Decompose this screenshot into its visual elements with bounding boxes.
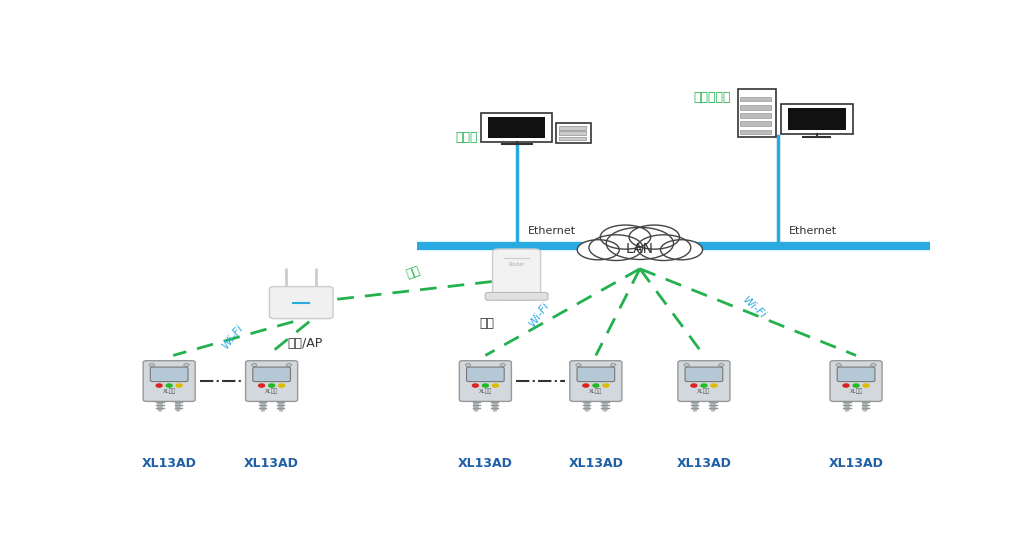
FancyBboxPatch shape xyxy=(559,131,586,135)
FancyBboxPatch shape xyxy=(740,105,772,110)
Circle shape xyxy=(465,363,471,366)
Text: XL13AD: XL13AD xyxy=(828,457,883,470)
FancyBboxPatch shape xyxy=(577,367,615,382)
Circle shape xyxy=(286,363,291,366)
Text: XL13AD: XL13AD xyxy=(142,457,196,470)
Circle shape xyxy=(871,363,876,366)
Text: XL传力: XL传力 xyxy=(478,389,492,394)
FancyBboxPatch shape xyxy=(481,113,553,142)
Circle shape xyxy=(177,384,182,387)
Circle shape xyxy=(493,384,498,387)
FancyBboxPatch shape xyxy=(246,361,298,401)
FancyBboxPatch shape xyxy=(740,121,772,126)
Text: Ethernet: Ethernet xyxy=(789,226,837,236)
Circle shape xyxy=(711,384,717,387)
Circle shape xyxy=(500,363,505,366)
Text: XL传力: XL传力 xyxy=(849,389,863,394)
FancyBboxPatch shape xyxy=(467,367,504,382)
FancyBboxPatch shape xyxy=(740,97,772,102)
Circle shape xyxy=(701,384,707,387)
FancyBboxPatch shape xyxy=(678,361,730,401)
Circle shape xyxy=(843,384,849,387)
Circle shape xyxy=(472,384,478,387)
Text: 网桥: 网桥 xyxy=(479,317,494,330)
FancyBboxPatch shape xyxy=(788,108,846,130)
Text: XL传力: XL传力 xyxy=(265,389,278,394)
Text: Ethernet: Ethernet xyxy=(528,226,576,236)
Text: XL传力: XL传力 xyxy=(589,389,602,394)
Circle shape xyxy=(603,384,608,387)
Circle shape xyxy=(719,363,724,366)
FancyBboxPatch shape xyxy=(460,361,511,401)
Text: XL传力: XL传力 xyxy=(162,389,176,394)
FancyBboxPatch shape xyxy=(270,287,333,318)
Circle shape xyxy=(836,363,842,366)
Circle shape xyxy=(269,384,275,387)
Ellipse shape xyxy=(577,240,619,260)
FancyBboxPatch shape xyxy=(781,104,853,135)
FancyBboxPatch shape xyxy=(144,361,195,401)
FancyBboxPatch shape xyxy=(556,123,591,143)
Circle shape xyxy=(691,384,697,387)
Text: Wi-Fi: Wi-Fi xyxy=(528,300,552,328)
FancyBboxPatch shape xyxy=(493,249,540,300)
FancyBboxPatch shape xyxy=(486,293,547,300)
Text: Wi-Fi: Wi-Fi xyxy=(221,322,246,350)
Ellipse shape xyxy=(589,235,643,261)
Circle shape xyxy=(149,363,155,366)
Circle shape xyxy=(575,363,582,366)
Ellipse shape xyxy=(660,240,702,260)
FancyBboxPatch shape xyxy=(837,367,875,382)
Circle shape xyxy=(166,384,173,387)
Circle shape xyxy=(184,363,189,366)
Circle shape xyxy=(864,384,869,387)
FancyBboxPatch shape xyxy=(559,137,586,141)
Ellipse shape xyxy=(606,227,674,260)
Text: Router: Router xyxy=(508,262,525,267)
FancyBboxPatch shape xyxy=(151,367,188,382)
Circle shape xyxy=(156,384,162,387)
Circle shape xyxy=(684,363,689,366)
FancyBboxPatch shape xyxy=(738,89,776,137)
FancyBboxPatch shape xyxy=(559,126,586,130)
Ellipse shape xyxy=(637,235,691,261)
FancyBboxPatch shape xyxy=(831,361,882,401)
Circle shape xyxy=(482,384,489,387)
FancyBboxPatch shape xyxy=(740,130,772,135)
Circle shape xyxy=(611,363,616,366)
Ellipse shape xyxy=(629,225,680,249)
Circle shape xyxy=(853,384,859,387)
FancyBboxPatch shape xyxy=(685,367,723,382)
Circle shape xyxy=(279,384,285,387)
Text: XL13AD: XL13AD xyxy=(677,457,731,470)
Text: Wi-Fi: Wi-Fi xyxy=(741,295,768,321)
Text: XL13AD: XL13AD xyxy=(458,457,512,470)
Text: XL13AD: XL13AD xyxy=(244,457,300,470)
Circle shape xyxy=(583,384,589,387)
FancyBboxPatch shape xyxy=(253,367,290,382)
Text: 网桥/AP: 网桥/AP xyxy=(287,337,323,350)
Circle shape xyxy=(593,384,599,387)
Text: 操作站: 操作站 xyxy=(456,131,478,144)
FancyBboxPatch shape xyxy=(740,113,772,118)
Text: XL13AD: XL13AD xyxy=(568,457,623,470)
Text: 监控服务器: 监控服务器 xyxy=(693,91,731,104)
Text: XL传力: XL传力 xyxy=(697,389,711,394)
FancyBboxPatch shape xyxy=(570,361,622,401)
Circle shape xyxy=(252,363,257,366)
Circle shape xyxy=(258,384,264,387)
Text: LAN: LAN xyxy=(626,242,654,256)
FancyBboxPatch shape xyxy=(488,116,545,138)
Ellipse shape xyxy=(600,225,651,249)
Text: 桥接: 桥接 xyxy=(404,264,421,281)
